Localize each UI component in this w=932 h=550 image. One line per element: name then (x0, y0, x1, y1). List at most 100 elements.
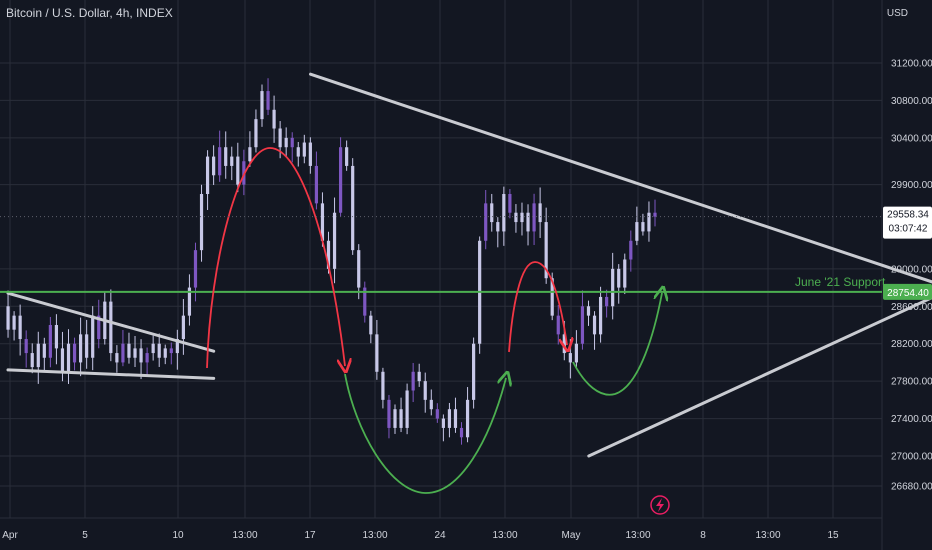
candle-body (538, 203, 542, 223)
countdown-value: 03:07:42 (889, 224, 928, 235)
x-tick-label: 5 (82, 530, 88, 541)
y-tick-label: 26680.00 (891, 481, 932, 492)
candle-body (459, 427, 464, 438)
support-badge-value: 28754.40 (887, 288, 929, 299)
candle-body (314, 165, 319, 204)
candle-body (580, 306, 585, 344)
candle-body (465, 399, 470, 438)
candle-body (550, 278, 554, 316)
candle-body (375, 334, 379, 372)
candle-body (617, 268, 621, 288)
lightning-icon-ring (650, 495, 670, 515)
x-tick-label: 13:00 (362, 530, 387, 541)
candle-body (302, 142, 306, 157)
candle-body (230, 156, 234, 166)
candle-body (605, 296, 609, 307)
candle-body (272, 109, 276, 129)
candle-body (121, 343, 125, 363)
candle-body (320, 203, 325, 241)
candle-body (332, 212, 337, 269)
candle-body (496, 222, 500, 232)
candle-body (472, 343, 476, 400)
candle-body (381, 371, 385, 400)
candle-body (224, 147, 228, 166)
candle-body (199, 194, 204, 251)
candle-body (91, 315, 95, 358)
candle-body (115, 353, 119, 363)
candle-body (598, 296, 603, 335)
candle-body (266, 91, 270, 110)
candle-body (490, 203, 494, 223)
candle-body (405, 390, 409, 428)
candle-body (520, 212, 524, 223)
candle-body (568, 353, 572, 363)
candle-body (36, 343, 40, 368)
red-arc-arrow-1 (206, 147, 345, 368)
candle-body (647, 212, 651, 232)
candle-body (544, 222, 548, 279)
candle-body (514, 212, 518, 223)
candle-body (363, 287, 367, 316)
candle-body (290, 137, 294, 148)
candle-body (411, 371, 415, 391)
lightning-icon (650, 495, 670, 515)
candle-body (387, 399, 391, 428)
candle-body (60, 348, 65, 372)
candle-body (502, 194, 506, 232)
candle-body (66, 343, 71, 372)
lightning-icon-bolt (656, 498, 664, 512)
y-tick-label: 27000.00 (891, 452, 932, 463)
candle-body (586, 306, 591, 316)
candle-body (48, 325, 52, 358)
candle-body (441, 418, 445, 428)
candle-body (85, 334, 89, 358)
last-price-badge (883, 206, 932, 239)
candle-body (18, 315, 22, 340)
candle-body (447, 409, 452, 428)
candle-body (79, 334, 83, 363)
x-tick-label: 13:00 (625, 530, 650, 541)
y-tick-label: 28200.00 (891, 339, 932, 350)
x-tick-label: 13:00 (755, 530, 780, 541)
chart-title: Bitcoin / U.S. Dollar, 4h, INDEX (6, 6, 173, 20)
wedge-upper-trendline (6, 291, 216, 353)
candle-body (611, 268, 615, 307)
candle-body (72, 343, 77, 363)
candles (6, 78, 657, 445)
y-tick-label: 27400.00 (891, 414, 932, 425)
candle-body (151, 343, 155, 354)
candle-body (97, 315, 101, 340)
candle-body (393, 409, 397, 428)
candle-body (532, 203, 536, 232)
support-badge (883, 283, 932, 300)
candle-body (175, 339, 179, 354)
x-tick-label: 13:00 (232, 530, 257, 541)
wedge-lower-trendline (6, 368, 216, 380)
candle-body (526, 212, 530, 232)
candle-body (326, 240, 331, 269)
y-tick-label: 30800.00 (891, 96, 932, 107)
x-tick-label: 24 (434, 530, 446, 541)
candle-body (284, 137, 288, 148)
candle-body (435, 409, 439, 419)
candle-body (163, 348, 167, 358)
candle-body (357, 250, 361, 288)
candle-body (169, 348, 173, 354)
green-arc-arrow-2 (572, 293, 662, 396)
candle-body (623, 259, 627, 288)
candle-body (218, 147, 222, 176)
last-price-value: 29558.34 (887, 210, 929, 221)
candle-body (260, 91, 264, 120)
candle-body (205, 156, 210, 194)
candle-body (423, 381, 427, 400)
y-tick-label: 30400.00 (891, 133, 932, 144)
candle-body (484, 203, 488, 241)
y-tick-label: 27800.00 (891, 377, 932, 388)
x-tick-label: 10 (172, 530, 184, 541)
triangle-upper-trendline (309, 72, 932, 284)
x-tick-label: 8 (700, 530, 706, 541)
candle-body (30, 353, 34, 368)
